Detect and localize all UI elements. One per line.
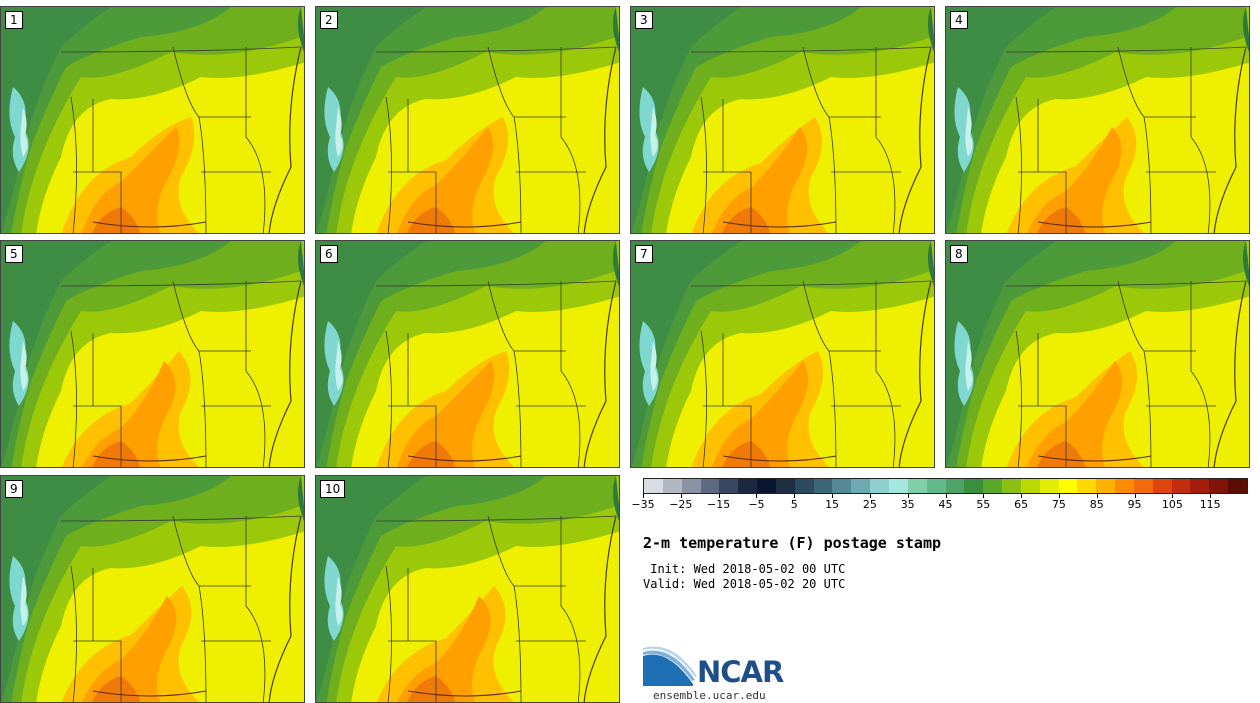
ensemble-member-panel-9: 9 [0,475,305,703]
member-number-label: 9 [5,480,23,498]
colorbar-segment [1190,479,1210,493]
init-time: Init: Wed 2018-05-02 00 UTC [643,562,846,576]
colorbar-tick-label: −35 [631,498,655,511]
colorbar-segment [832,479,852,493]
ensemble-member-panel-6: 6 [315,240,620,468]
colorbar-tick-label: 75 [1051,498,1066,511]
colorbar-tickmark [1096,494,1098,498]
colorbar-segment [1209,479,1229,493]
colorbar-segment [738,479,758,493]
member-number-label: 1 [5,11,23,29]
colorbar-segment [662,479,682,493]
ensemble-member-panel-5: 5 [0,240,305,468]
valid-time: Valid: Wed 2018-05-02 20 UTC [643,577,846,591]
colorbar-tickmark [756,494,758,498]
colorbar-segment [1077,479,1097,493]
colorbar-tick-label: 5 [790,498,798,511]
colorbar-segment [1152,479,1172,493]
colorbar-tick-label: 65 [1014,498,1029,511]
member-number-label: 3 [635,11,653,29]
ensemble-member-panel-7: 7 [630,240,935,468]
ensemble-member-panel-10: 10 [315,475,620,703]
colorbar-segment [983,479,1003,493]
colorbar-segment [681,479,701,493]
colorbar-tickmark [832,494,834,498]
member-number-label: 5 [5,245,23,263]
colorbar-tickmark [1021,494,1023,498]
colorbar-tick-label: −15 [707,498,731,511]
colorbar-tickmark [794,494,796,498]
ensemble-member-panel-2: 2 [315,6,620,234]
colorbar-segment [644,479,663,493]
colorbar-tickmark [869,494,871,498]
plot-title: 2-m temperature (F) postage stamp [643,534,942,552]
colorbar-tickmark [643,494,644,498]
ncar-logo-icon [643,646,697,686]
colorbar-segment [1020,479,1040,493]
colorbar-tick-label: 25 [862,498,877,511]
colorbar-segment [964,479,984,493]
colorbar-segment [888,479,908,493]
colorbar-tickmark [907,494,909,498]
colorbar-tick-labels: −35 −25 −15 −5 5 15 25 35 45 55 65 75 85 95 105 115 [631,494,1248,518]
ensemble-site-url: ensemble.ucar.edu [653,689,766,702]
ensemble-member-panel-3: 3 [630,6,935,234]
member-number-label: 10 [320,480,346,498]
colorbar-tickmark [983,494,985,498]
colorbar-tickmark [1058,494,1060,498]
member-number-label: 2 [320,11,338,29]
colorbar-segment [926,479,946,493]
colorbar-segment [870,479,889,493]
colorbar-segment [719,479,739,493]
colorbar-tick-label: 85 [1089,498,1104,511]
colorbar-tick-label: 35 [900,498,915,511]
colorbar-segment [700,479,720,493]
colorbar-segment [1115,479,1134,493]
colorbar-tickmark [1172,494,1174,498]
colorbar-tick-label: −5 [748,498,765,511]
colorbar-tick-label: 115 [1199,498,1221,511]
member-number-label: 4 [950,11,968,29]
colorbar-segment [1096,479,1116,493]
member-number-label: 8 [950,245,968,263]
colorbar-segment [1002,479,1021,493]
colorbar-tick-label: 55 [976,498,991,511]
colorbar-segment [794,479,814,493]
colorbar-tickmark [945,494,947,498]
colorbar-segment [813,479,833,493]
ensemble-member-panel-8: 8 [945,240,1250,468]
colorbar-segment [1058,479,1078,493]
colorbar-segment [757,479,776,493]
colorbar-tick-label: 15 [825,498,840,511]
ensemble-member-panel-1: 1 [0,6,305,234]
member-number-label: 7 [635,245,653,263]
colorbar-tick-label: 95 [1127,498,1142,511]
temperature-colorbar [643,478,1248,494]
ncar-logo-text: NCAR [697,655,784,689]
colorbar-segment [1133,479,1153,493]
colorbar-tick-label: 105 [1161,498,1183,511]
colorbar-segment [1039,479,1059,493]
colorbar-tickmark [1210,494,1212,498]
colorbar-tick-label: 45 [938,498,953,511]
colorbar-segment [1171,479,1191,493]
member-number-label: 6 [320,245,338,263]
colorbar-segment [1228,479,1247,493]
colorbar-tickmark [1134,494,1136,498]
colorbar-segment [907,479,927,493]
colorbar-segment [775,479,795,493]
colorbar-tickmark [680,494,682,498]
colorbar-segment [851,479,871,493]
colorbar-segment [945,479,965,493]
colorbar-tickmark [718,494,720,498]
colorbar-tick-label: −25 [669,498,693,511]
ensemble-member-panel-4: 4 [945,6,1250,234]
